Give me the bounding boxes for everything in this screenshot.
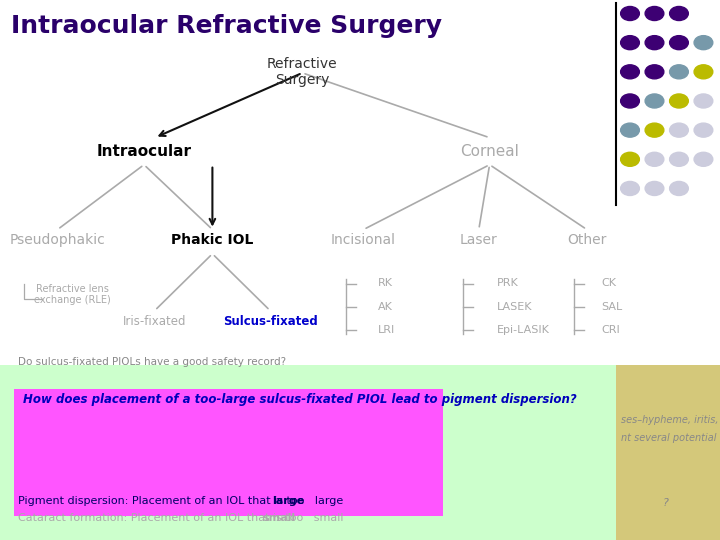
Bar (0, 364, 616, 540)
Circle shape (621, 36, 639, 50)
Text: Laser: Laser (460, 233, 498, 247)
Circle shape (645, 94, 664, 108)
Text: CRI: CRI (601, 325, 620, 335)
Circle shape (694, 65, 713, 79)
Circle shape (670, 152, 688, 166)
Text: ses–hypheme, iritis,: ses–hypheme, iritis, (621, 415, 718, 425)
Circle shape (621, 6, 639, 21)
Circle shape (670, 36, 688, 50)
Text: RK: RK (378, 279, 393, 288)
Text: Intraocular Refractive Surgery: Intraocular Refractive Surgery (11, 14, 442, 37)
Circle shape (670, 94, 688, 108)
Circle shape (645, 36, 664, 50)
Circle shape (621, 94, 639, 108)
Circle shape (621, 152, 639, 166)
Text: CK: CK (601, 279, 616, 288)
Text: SAL: SAL (601, 302, 623, 312)
Text: LRI: LRI (378, 325, 395, 335)
Circle shape (645, 152, 664, 166)
Text: Phakic IOL: Phakic IOL (171, 233, 253, 247)
Circle shape (621, 65, 639, 79)
Text: Pseudophakic: Pseudophakic (10, 233, 105, 247)
Text: Sulcus-fixated: Sulcus-fixated (222, 315, 318, 328)
Text: AK: AK (378, 302, 393, 312)
Text: Cataract formation: Placement of an IOL that is too   small: Cataract formation: Placement of an IOL … (18, 513, 343, 523)
Text: Refractive
Surgery: Refractive Surgery (267, 57, 338, 87)
Text: Epi-LASIK: Epi-LASIK (497, 325, 549, 335)
Circle shape (645, 6, 664, 21)
Text: Iris-fixated: Iris-fixated (123, 315, 186, 328)
Circle shape (670, 6, 688, 21)
Text: large: large (272, 496, 305, 506)
Bar (14, 389, 443, 516)
Circle shape (670, 123, 688, 137)
Text: small: small (263, 513, 296, 523)
Text: How does placement of a too-large sulcus-fixated PIOL lead to pigment dispersion: How does placement of a too-large sulcus… (23, 393, 577, 406)
Circle shape (670, 181, 688, 195)
Circle shape (645, 65, 664, 79)
Text: Pigment dispersion: Placement of an IOL that is too   large: Pigment dispersion: Placement of an IOL … (18, 496, 343, 506)
Text: Refractive lens
exchange (RLE): Refractive lens exchange (RLE) (34, 284, 110, 305)
Circle shape (645, 181, 664, 195)
Circle shape (694, 36, 713, 50)
Text: nt several potential: nt several potential (621, 433, 716, 443)
Text: Intraocular: Intraocular (96, 144, 192, 159)
Circle shape (694, 123, 713, 137)
Text: Other: Other (567, 233, 606, 247)
Circle shape (621, 123, 639, 137)
Circle shape (694, 152, 713, 166)
Text: PRK: PRK (497, 279, 518, 288)
Circle shape (621, 181, 639, 195)
Text: Corneal: Corneal (460, 144, 519, 159)
Bar (616, 364, 720, 540)
Circle shape (645, 123, 664, 137)
Text: Incisional: Incisional (331, 233, 396, 247)
Text: ?: ? (662, 497, 668, 508)
Text: LASEK: LASEK (497, 302, 532, 312)
Text: Do sulcus-fixated PIOLs have a good safety record?: Do sulcus-fixated PIOLs have a good safe… (18, 357, 286, 368)
Circle shape (670, 65, 688, 79)
Circle shape (694, 94, 713, 108)
